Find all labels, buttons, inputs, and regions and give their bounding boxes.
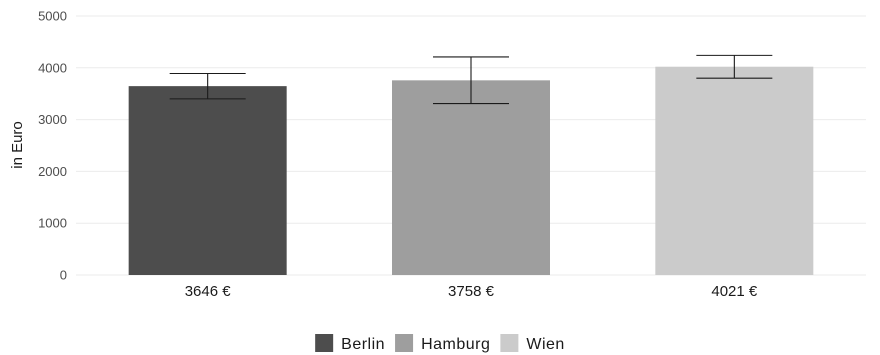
legend-item-wien: Wien: [500, 334, 564, 353]
y-axis-title: in Euro: [9, 121, 26, 169]
legend-swatch: [500, 334, 519, 352]
legend-swatch: [395, 334, 414, 352]
bar-value-label: 4021 €: [711, 283, 758, 300]
error-bar-hamburg: [433, 56, 509, 105]
legend-item-hamburg: Hamburg: [395, 334, 490, 353]
y-tick-label: 3000: [38, 112, 67, 127]
bar-value-label: 3646 €: [185, 283, 232, 300]
y-tick-label: 5000: [38, 9, 67, 24]
legend-item-berlin: Berlin: [315, 334, 385, 353]
legend-label: Wien: [526, 336, 564, 353]
bar-wien: [655, 66, 814, 276]
legend: Berlin Hamburg Wien: [315, 334, 564, 353]
bar-berlin: [128, 86, 287, 275]
y-tick-label: 4000: [38, 60, 67, 75]
legend-swatch: [315, 334, 334, 352]
legend-label: Hamburg: [421, 336, 490, 353]
y-tick-label: 2000: [38, 164, 67, 179]
bars: [128, 66, 814, 276]
error-bar-wien: [696, 54, 773, 79]
error-bar-berlin: [169, 72, 246, 100]
bar-value-labels: 3646 € 3758 € 4021 €: [185, 283, 758, 300]
y-tick-label: 1000: [38, 216, 67, 231]
bar-value-label: 3758 €: [448, 283, 495, 300]
bar-hamburg: [392, 80, 550, 275]
y-tick-label: 0: [60, 268, 67, 283]
error-bars: [169, 54, 773, 105]
y-axis-tick-labels: 0 1000 2000 3000 4000 5000: [38, 9, 67, 283]
legend-label: Berlin: [341, 336, 385, 353]
